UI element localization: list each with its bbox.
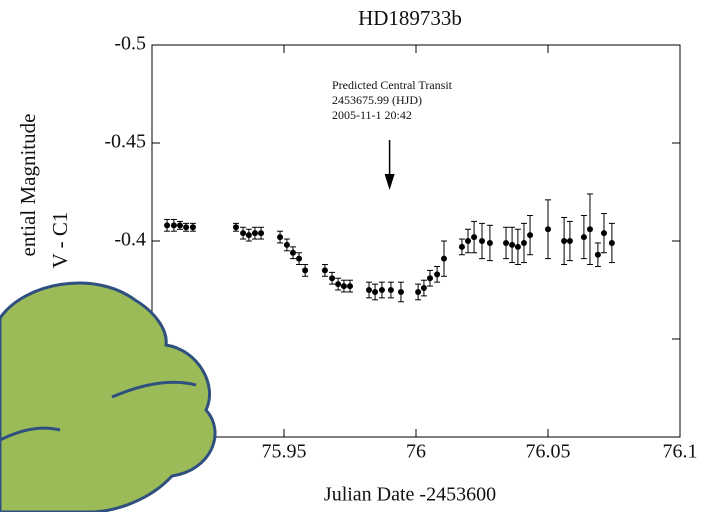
point bbox=[302, 267, 309, 274]
annotation: Predicted Central Transit bbox=[332, 78, 453, 92]
x-tick-label: 76 bbox=[406, 441, 426, 463]
point bbox=[520, 239, 527, 246]
annotation-arrow bbox=[384, 140, 395, 190]
point bbox=[329, 275, 336, 282]
point bbox=[594, 251, 601, 258]
y-axis-label: V - C1 bbox=[48, 212, 72, 269]
point bbox=[277, 234, 284, 241]
y-axis-label: ential Magnitude bbox=[16, 114, 40, 257]
point bbox=[608, 239, 615, 246]
point bbox=[440, 255, 447, 262]
point bbox=[335, 281, 342, 288]
arrow-head bbox=[384, 174, 395, 190]
point bbox=[372, 288, 379, 295]
point bbox=[479, 238, 485, 244]
point bbox=[527, 232, 534, 239]
point bbox=[296, 255, 303, 262]
point bbox=[176, 222, 183, 229]
y-tick-label: -0.5 bbox=[114, 33, 146, 55]
point bbox=[486, 239, 493, 246]
point bbox=[340, 283, 347, 290]
point bbox=[387, 287, 394, 293]
point bbox=[321, 267, 328, 274]
point bbox=[283, 241, 290, 248]
y-tick-label: -0.45 bbox=[104, 131, 146, 153]
point bbox=[509, 241, 516, 248]
point bbox=[245, 232, 252, 239]
point bbox=[514, 243, 521, 250]
point bbox=[164, 222, 171, 229]
annotation: 2005-11-1 20:42 bbox=[332, 108, 412, 122]
cloud-shape bbox=[0, 281, 217, 512]
point bbox=[347, 283, 353, 290]
chart-title: HD189733b bbox=[358, 6, 462, 30]
x-tick-label: 76.1 bbox=[663, 441, 698, 463]
marks bbox=[164, 193, 615, 303]
point bbox=[600, 230, 607, 237]
point bbox=[426, 275, 433, 282]
cloud bbox=[0, 281, 217, 512]
x-axis-label: Julian Date -2453600 bbox=[324, 484, 496, 506]
point bbox=[458, 243, 465, 250]
point bbox=[566, 238, 573, 244]
annotation: 2453675.99 (HJD) bbox=[332, 93, 422, 107]
point bbox=[561, 238, 568, 244]
point bbox=[465, 238, 472, 244]
point bbox=[183, 224, 190, 231]
cloud-line bbox=[111, 380, 197, 399]
point bbox=[366, 287, 373, 293]
point bbox=[397, 288, 404, 295]
cloud-line bbox=[0, 426, 61, 442]
point bbox=[471, 234, 478, 241]
point bbox=[420, 285, 427, 292]
point bbox=[586, 226, 593, 233]
point bbox=[434, 271, 441, 278]
point bbox=[545, 226, 551, 233]
x-tick-label: 76.05 bbox=[526, 441, 571, 463]
point bbox=[240, 230, 247, 237]
point bbox=[232, 224, 239, 231]
point bbox=[415, 288, 422, 295]
point bbox=[289, 249, 296, 256]
point bbox=[251, 230, 258, 237]
point bbox=[258, 230, 265, 237]
point bbox=[170, 222, 177, 229]
point bbox=[189, 224, 196, 231]
y-tick-label: -0.4 bbox=[114, 229, 146, 251]
point bbox=[580, 234, 587, 241]
point bbox=[503, 239, 510, 246]
point bbox=[378, 287, 385, 293]
x-tick-label: 75.95 bbox=[262, 441, 307, 463]
